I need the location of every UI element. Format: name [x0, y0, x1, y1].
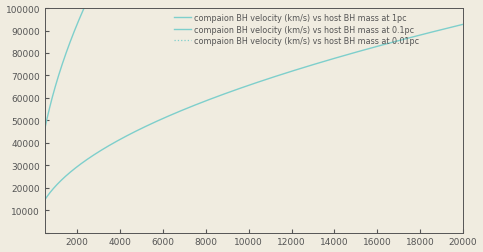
compaion BH velocity (km/s) vs host BH mass at 1pc: [234, 88, 240, 91]
compaion BH velocity (km/s) vs host BH mass at 1pc: [448, 27, 454, 30]
compaion BH velocity (km/s) vs host BH mass at 1pc: [245, 85, 251, 88]
Line: compaion BH velocity (km/s) vs host BH mass at 1pc: compaion BH velocity (km/s) vs host BH m…: [45, 25, 463, 200]
compaion BH velocity (km/s) vs host BH mass at 1pc: [42, 198, 48, 201]
compaion BH velocity (km/s) vs host BH mass at 1pc: [460, 24, 466, 27]
compaion BH velocity (km/s) vs host BH mass at 1pc: [448, 27, 454, 30]
compaion BH velocity (km/s) vs host BH mass at 0.1pc: [42, 128, 48, 131]
Legend: compaion BH velocity (km/s) vs host BH mass at 1pc, compaion BH velocity (km/s) : compaion BH velocity (km/s) vs host BH m…: [174, 14, 419, 46]
compaion BH velocity (km/s) vs host BH mass at 0.1pc: [63, 52, 69, 55]
compaion BH velocity (km/s) vs host BH mass at 1pc: [63, 174, 69, 177]
Line: compaion BH velocity (km/s) vs host BH mass at 0.1pc: compaion BH velocity (km/s) vs host BH m…: [45, 0, 463, 129]
compaion BH velocity (km/s) vs host BH mass at 1pc: [371, 46, 377, 49]
